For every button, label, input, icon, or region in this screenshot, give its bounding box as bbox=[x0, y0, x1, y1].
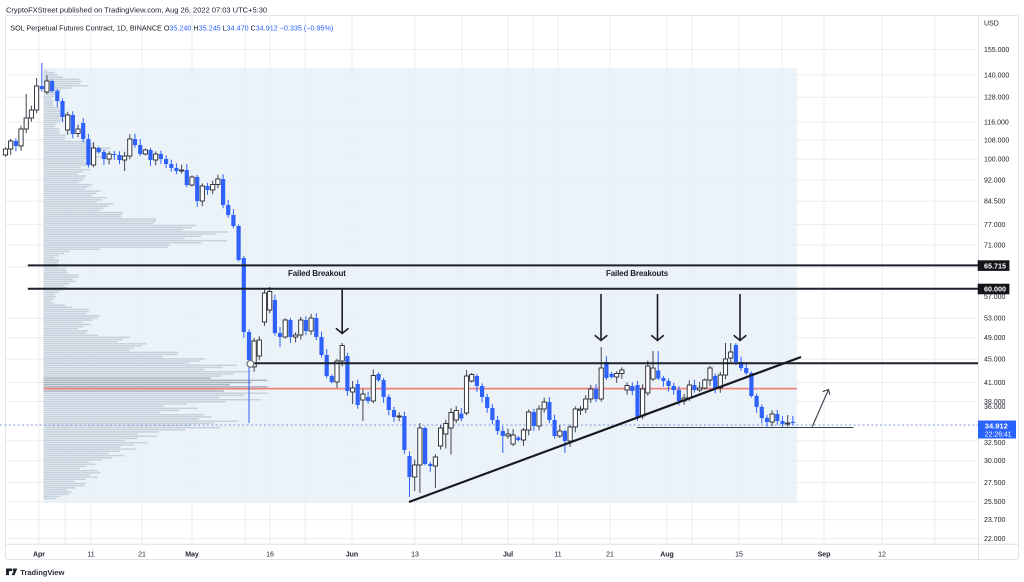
svg-text:USD: USD bbox=[984, 21, 999, 28]
svg-text:25.500: 25.500 bbox=[984, 499, 1006, 506]
svg-text:15: 15 bbox=[735, 552, 743, 559]
svg-text:23.700: 23.700 bbox=[984, 517, 1006, 524]
svg-text:21: 21 bbox=[138, 552, 146, 559]
svg-text:71.000: 71.000 bbox=[984, 242, 1006, 249]
svg-text:21: 21 bbox=[606, 552, 614, 559]
svg-text:May: May bbox=[185, 552, 199, 559]
svg-text:Failed Breakouts: Failed Breakouts bbox=[606, 269, 669, 278]
svg-text:108.000: 108.000 bbox=[984, 137, 1009, 144]
svg-text:49.000: 49.000 bbox=[984, 335, 1006, 342]
svg-text:CryptoFXStreet published on Tr: CryptoFXStreet published on TradingView.… bbox=[6, 6, 267, 15]
svg-text:45.000: 45.000 bbox=[984, 357, 1006, 364]
svg-text:13: 13 bbox=[411, 552, 419, 559]
svg-text:128.000: 128.000 bbox=[984, 95, 1009, 102]
svg-text:84.500: 84.500 bbox=[984, 199, 1006, 206]
svg-text:22:26:41: 22:26:41 bbox=[985, 432, 1012, 439]
svg-text:Jul: Jul bbox=[503, 552, 513, 559]
svg-text:27.500: 27.500 bbox=[984, 480, 1006, 487]
svg-text:53.000: 53.000 bbox=[984, 316, 1006, 323]
svg-text:Failed Breakout: Failed Breakout bbox=[288, 269, 346, 278]
svg-text:36.000: 36.000 bbox=[984, 404, 1006, 411]
svg-text:38.000: 38.000 bbox=[984, 399, 1006, 406]
svg-text:11: 11 bbox=[554, 552, 561, 559]
svg-text:77.000: 77.000 bbox=[984, 222, 1006, 229]
svg-text:30.000: 30.000 bbox=[984, 458, 1006, 465]
svg-text:32.500: 32.500 bbox=[984, 440, 1006, 447]
svg-text:Jun: Jun bbox=[346, 552, 358, 559]
svg-text:140.000: 140.000 bbox=[984, 72, 1009, 79]
svg-text:155.000: 155.000 bbox=[984, 47, 1009, 54]
svg-text:Sep: Sep bbox=[818, 552, 831, 559]
svg-text:SOL Perpetual Futures Contract: SOL Perpetual Futures Contract, 1D, BINA… bbox=[10, 24, 333, 33]
svg-text:11: 11 bbox=[87, 552, 94, 559]
svg-text:92.000: 92.000 bbox=[984, 177, 1006, 184]
svg-text:Aug: Aug bbox=[660, 552, 674, 559]
svg-text:34.912: 34.912 bbox=[985, 422, 1008, 431]
svg-text:57.000: 57.000 bbox=[984, 294, 1006, 301]
svg-text:TradingView: TradingView bbox=[20, 568, 64, 577]
svg-text:100.000: 100.000 bbox=[984, 157, 1009, 164]
svg-text:16: 16 bbox=[266, 552, 274, 559]
svg-text:Apr: Apr bbox=[33, 552, 45, 559]
svg-text:60.000: 60.000 bbox=[984, 285, 1006, 294]
svg-text:116.000: 116.000 bbox=[984, 119, 1009, 126]
svg-text:65.715: 65.715 bbox=[984, 261, 1006, 270]
svg-text:12: 12 bbox=[878, 552, 886, 559]
svg-text:41.000: 41.000 bbox=[984, 380, 1006, 387]
svg-text:22.000: 22.000 bbox=[984, 536, 1006, 543]
